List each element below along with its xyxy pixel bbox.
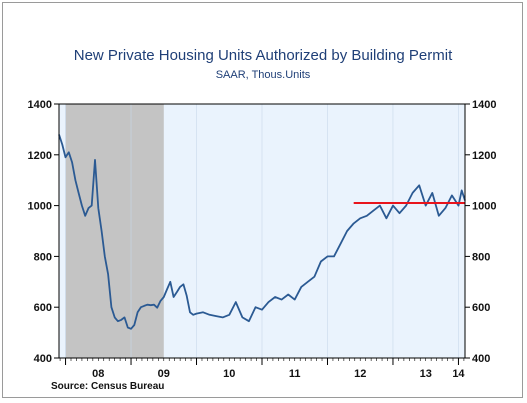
chart-title: New Private Housing Units Authorized by …	[74, 47, 453, 64]
y-tick-label-left-5: 1400	[28, 99, 52, 111]
x-tick-label-0: 08	[92, 368, 104, 380]
recession-shading	[65, 104, 164, 358]
y-axis-right: 400 600 800 1000 1200 1400	[465, 99, 496, 365]
chart-frame: New Private Housing Units Authorized by …	[2, 2, 523, 398]
x-axis: 08 09 10 11 12 13 14	[59, 358, 465, 380]
y-axis-left: 400 600 800 1000 1200 1400	[28, 99, 59, 365]
chart-subtitle: SAAR, Thous.Units	[216, 69, 311, 81]
x-tick-label-1: 09	[158, 368, 170, 380]
y-tick-label-left-2: 800	[34, 251, 52, 263]
y-tick-label-right-0: 400	[472, 353, 490, 365]
source-note: Source: Census Bureau	[51, 381, 164, 392]
y-tick-label-left-1: 600	[34, 302, 52, 314]
y-tick-label-right-5: 1400	[472, 99, 496, 111]
x-tick-label-3: 11	[289, 368, 301, 380]
y-tick-label-left-3: 1000	[28, 201, 52, 213]
x-tick-label-6: 14	[452, 368, 465, 380]
permits-series-line	[58, 134, 466, 330]
year-gridlines	[65, 104, 459, 358]
y-tick-label-left-4: 1200	[28, 150, 52, 162]
x-tick-label-2: 10	[223, 368, 235, 380]
housing-permits-chart: New Private Housing Units Authorized by …	[28, 47, 497, 392]
x-tick-label-4: 12	[354, 368, 366, 380]
y-tick-label-right-3: 1000	[472, 201, 496, 213]
x-tick-label-5: 13	[420, 368, 432, 380]
y-tick-label-right-4: 1200	[472, 150, 496, 162]
y-tick-label-right-2: 800	[472, 251, 490, 263]
y-tick-label-right-1: 600	[472, 302, 490, 314]
y-tick-label-left-0: 400	[34, 353, 52, 365]
